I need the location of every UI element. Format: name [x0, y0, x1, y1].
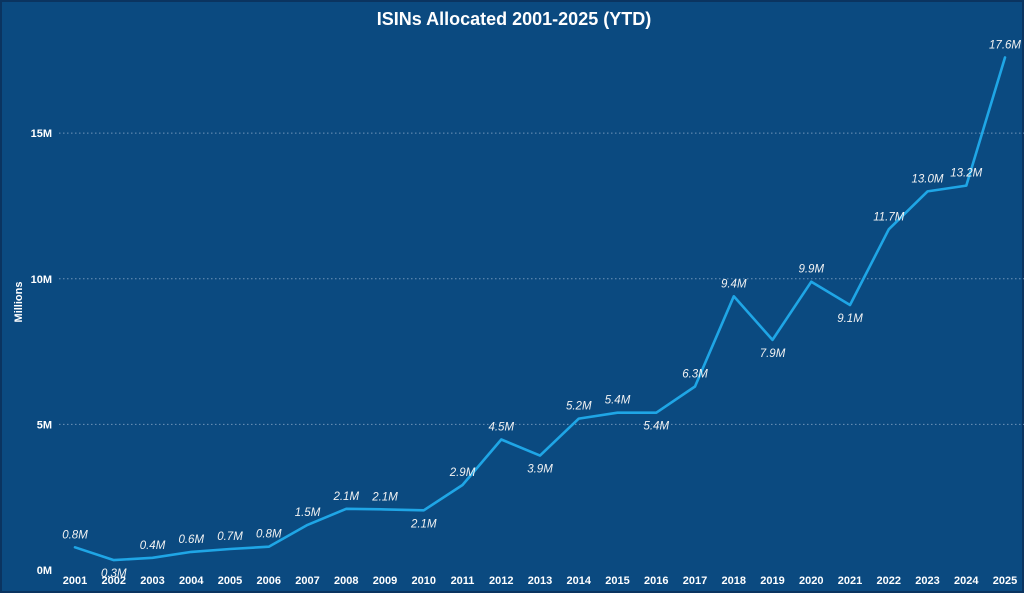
y-axis-ticks: 0M 5M 10M 15M [31, 128, 52, 577]
data-label: 11.7M [873, 211, 905, 223]
data-label: 0.3M [101, 568, 127, 580]
x-tick-label: 2016 [644, 575, 668, 587]
data-label: 5.4M [605, 395, 631, 407]
x-tick-label: 2003 [140, 575, 164, 587]
x-tick-label: 2019 [760, 575, 784, 587]
x-tick-label: 2011 [451, 575, 475, 587]
chart-title: ISINs Allocated 2001-2025 (YTD) [377, 9, 651, 29]
x-tick-label: 2006 [257, 575, 281, 587]
x-tick-label: 2009 [373, 575, 397, 587]
data-label: 2.1M [371, 491, 398, 503]
x-axis-ticks: 2001 2002 2003 2004 2005 2006 2007 2008 2009 2010… [63, 575, 1017, 587]
data-label: 0.8M [62, 529, 88, 541]
data-label: 0.8M [256, 529, 282, 541]
x-tick-label: 2002 [102, 575, 126, 587]
x-tick-label: 2018 [722, 575, 746, 587]
data-label: 13.0M [912, 173, 944, 185]
y-tick-label: 10M [31, 274, 52, 286]
data-label: 5.2M [566, 401, 592, 413]
y-tick-label: 5M [37, 419, 52, 431]
x-tick-label: 2012 [489, 575, 513, 587]
x-tick-label: 2001 [63, 575, 87, 587]
data-label: 2.1M [410, 518, 437, 530]
data-label: 6.3M [682, 369, 708, 381]
x-tick-label: 2017 [683, 575, 707, 587]
y-tick-label: 15M [31, 128, 52, 140]
x-tick-label: 2004 [179, 575, 204, 587]
data-label: 9.4M [721, 278, 747, 290]
data-labels: 0.8M 0.3M 0.4M 0.6M 0.7M 0.8M 1.5M 2.1M 2.1M 2.1M… [62, 39, 1021, 580]
x-tick-label: 2007 [295, 575, 319, 587]
data-label: 4.5M [488, 422, 514, 434]
x-tick-label: 2020 [799, 575, 823, 587]
x-tick-label: 2024 [954, 575, 979, 587]
data-label: 9.9M [798, 264, 824, 276]
x-tick-label: 2005 [218, 575, 242, 587]
x-tick-label: 2022 [877, 575, 901, 587]
data-label: 7.9M [760, 348, 786, 360]
x-tick-label: 2025 [993, 575, 1017, 587]
x-tick-label: 2015 [605, 575, 629, 587]
y-axis-label: Millions [13, 282, 25, 323]
x-tick-label: 2008 [334, 575, 358, 587]
gridlines [59, 132, 1024, 425]
data-label: 2.9M [449, 467, 476, 479]
data-label: 13.2M [950, 168, 982, 180]
y-tick-label: 0M [37, 565, 52, 577]
series-line [73, 56, 1007, 562]
data-label: 17.6M [989, 39, 1021, 51]
data-label: 5.4M [643, 421, 669, 433]
x-tick-label: 2023 [915, 575, 939, 587]
data-label: 0.4M [140, 540, 166, 552]
data-label: 1.5M [295, 507, 321, 519]
x-tick-label: 2014 [567, 575, 592, 587]
x-tick-label: 2013 [528, 575, 552, 587]
x-tick-label: 2010 [412, 575, 436, 587]
data-label: 0.7M [217, 531, 243, 543]
x-tick-label: 2021 [838, 575, 862, 587]
series-layer [73, 56, 1007, 562]
data-label: 2.1M [332, 491, 359, 503]
data-label: 9.1M [837, 313, 863, 325]
data-label: 0.6M [178, 534, 204, 546]
data-label: 3.9M [527, 464, 553, 476]
